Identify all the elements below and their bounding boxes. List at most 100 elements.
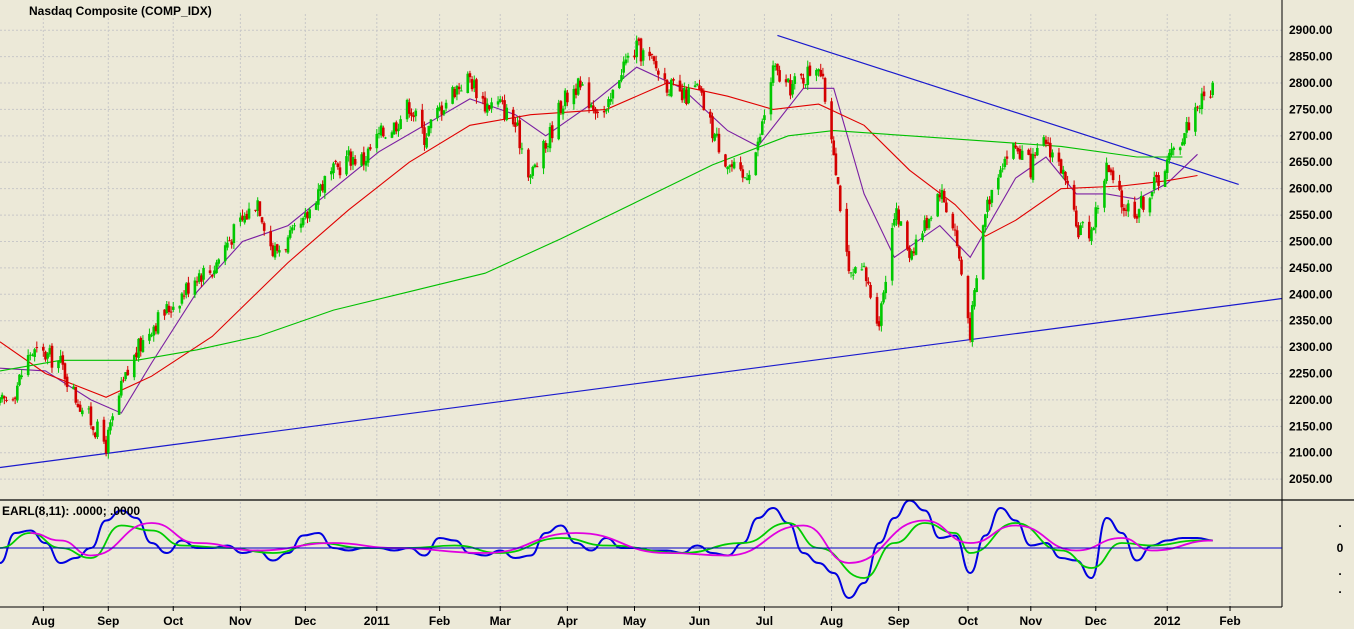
candle-body <box>349 151 353 166</box>
candle-body <box>1185 121 1189 133</box>
candle-body <box>574 88 578 95</box>
candle-body <box>654 61 658 69</box>
candle-body <box>942 190 946 203</box>
candle-body <box>420 109 424 128</box>
candle-body <box>880 303 883 326</box>
candle-body <box>139 337 143 352</box>
candle-body <box>758 136 762 143</box>
moving-averages <box>0 66 1198 414</box>
candle-body <box>306 211 309 219</box>
candle-body <box>104 439 108 454</box>
x-tick-label: Nov <box>1019 614 1042 628</box>
candle-body <box>330 171 333 175</box>
candle-body <box>548 126 552 149</box>
candle-body <box>618 80 621 89</box>
x-tick-label: 2011 <box>364 614 390 628</box>
candle-body <box>1142 196 1145 210</box>
candle-body <box>1209 96 1212 98</box>
candle-body <box>845 208 849 252</box>
x-tick-label: Feb <box>1219 614 1240 628</box>
candle-body <box>457 86 461 90</box>
candle-body <box>806 66 810 85</box>
candle-body <box>106 429 110 453</box>
candle-body <box>516 122 519 126</box>
candle-body <box>1092 227 1095 231</box>
candle-body <box>247 208 251 219</box>
candle-body <box>624 59 628 64</box>
candle-body <box>657 70 660 75</box>
candle-body <box>1126 203 1130 212</box>
candle-body <box>559 101 563 114</box>
candle-body <box>804 84 807 86</box>
candle-body <box>490 102 493 109</box>
candle-body <box>180 293 184 304</box>
candle-body <box>1079 225 1082 236</box>
candle-body <box>557 102 561 140</box>
candle-body <box>579 80 582 88</box>
candle-body <box>708 111 712 118</box>
candle-body <box>20 375 23 378</box>
candle-body <box>16 385 19 401</box>
candle-body <box>1200 93 1204 110</box>
candle-body <box>786 78 790 82</box>
candle-body <box>453 88 457 97</box>
candle-body <box>1183 133 1186 145</box>
candle-body <box>893 219 896 226</box>
candle-body <box>968 317 972 340</box>
candle-body <box>488 105 491 110</box>
candle-body <box>91 426 95 431</box>
candle-body <box>1109 169 1113 173</box>
candle-body <box>914 239 918 255</box>
candle-body <box>1027 149 1030 155</box>
candle-body <box>1003 158 1007 168</box>
candle-body <box>791 83 794 95</box>
candle-body <box>429 119 433 129</box>
candle-body <box>648 51 651 57</box>
ma_long-line <box>0 130 1183 372</box>
candle-body <box>275 244 279 251</box>
candlesticks <box>0 35 1215 459</box>
candle-body <box>563 90 567 107</box>
candle-body <box>819 69 823 77</box>
candle-body <box>667 94 671 96</box>
candle-body <box>392 122 396 135</box>
candle-body <box>572 88 576 105</box>
candle-body <box>1033 154 1037 156</box>
candle-body <box>89 406 93 426</box>
candle-body <box>171 306 175 310</box>
candle-body <box>217 259 221 264</box>
y-tick-label: 2200.00 <box>1289 393 1333 407</box>
candle-body <box>910 251 913 260</box>
candle-body <box>1066 180 1069 184</box>
y-tick-label: 2800.00 <box>1289 76 1333 90</box>
candle-body <box>847 251 851 272</box>
candle-body <box>1020 150 1024 160</box>
candle-body <box>973 290 976 307</box>
candle-body <box>882 292 885 303</box>
candle-body <box>165 304 169 314</box>
candle-body <box>511 109 515 125</box>
candle-body <box>178 305 182 309</box>
candle-body <box>1014 145 1017 148</box>
candle-body <box>336 163 340 168</box>
candle-body <box>271 245 275 256</box>
candle-body <box>122 379 125 381</box>
candle-body <box>921 233 924 240</box>
candle-body <box>501 100 504 102</box>
candle-body <box>284 249 288 251</box>
candle-body <box>410 112 413 116</box>
candle-body <box>382 127 385 137</box>
candle-body <box>323 176 327 193</box>
y-tick-label: 2050.00 <box>1289 472 1333 486</box>
candle-body <box>299 223 303 228</box>
candle-body <box>1187 122 1191 131</box>
candle-body <box>975 278 978 293</box>
candle-body <box>202 267 205 280</box>
candle-body <box>3 396 6 399</box>
osc-y-tick-label: . <box>1338 582 1341 596</box>
candle-body <box>301 217 305 226</box>
candle-body <box>793 76 797 84</box>
candle-body <box>13 397 17 399</box>
candle-body <box>832 140 836 156</box>
candle-body <box>269 231 272 247</box>
